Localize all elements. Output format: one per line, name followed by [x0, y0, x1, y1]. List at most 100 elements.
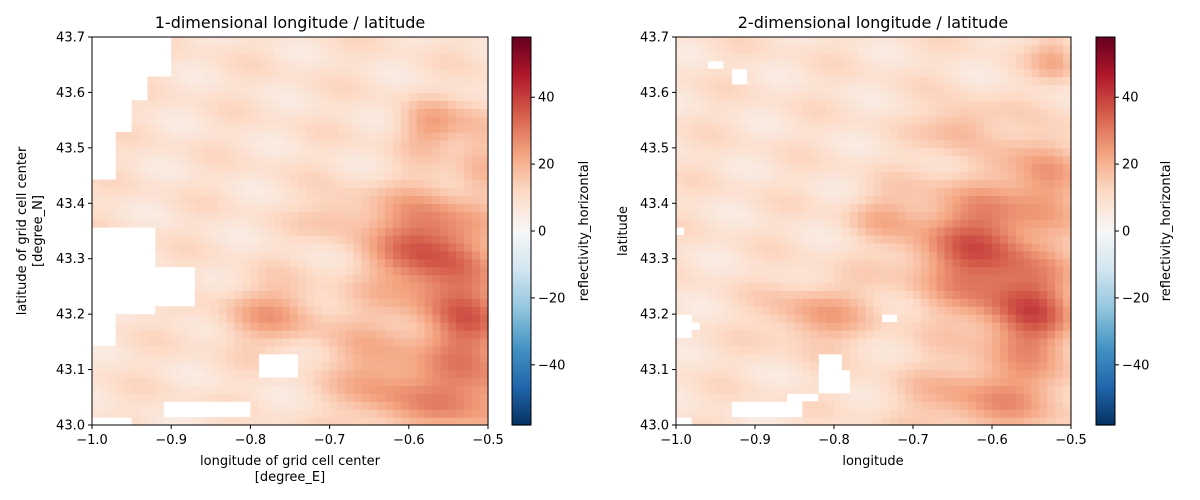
heatmap-cell — [936, 60, 946, 70]
heatmap-cell — [794, 329, 803, 339]
heatmap-cell — [313, 393, 323, 402]
heatmap-cell — [913, 44, 922, 54]
heatmap-cell — [194, 234, 204, 244]
colorbar-segment — [512, 315, 531, 319]
heatmap-cell — [369, 298, 378, 307]
heatmap-cell — [1007, 44, 1017, 54]
heatmap-cell — [755, 211, 764, 220]
heatmap-cell — [928, 155, 938, 165]
heatmap-cell — [472, 60, 481, 70]
heatmap-cell — [456, 37, 465, 46]
heatmap-cell — [250, 306, 259, 315]
heatmap-cell — [999, 361, 1009, 371]
heatmap-cell — [337, 290, 347, 299]
heatmap-cell — [984, 258, 993, 268]
heatmap-cell — [202, 417, 212, 426]
heatmap-cell — [747, 266, 756, 276]
heatmap-cell — [762, 290, 772, 299]
heatmap-cell — [464, 116, 473, 125]
heatmap-cell — [999, 409, 1009, 418]
heatmap-cell — [920, 76, 930, 86]
heatmap-cell — [802, 179, 811, 189]
heatmap-cell — [691, 242, 701, 252]
heatmap-cell — [747, 322, 756, 331]
heatmap-cell — [179, 171, 188, 181]
heatmap-cell — [755, 52, 764, 62]
heatmap-cell — [818, 337, 827, 347]
heatmap-cell — [802, 369, 811, 379]
heatmap-cell — [992, 369, 1001, 379]
heatmap-cell — [408, 306, 418, 315]
heatmap-cell — [139, 409, 149, 418]
heatmap-cell — [818, 171, 827, 181]
colorbar-segment — [1096, 224, 1115, 229]
heatmap-cell — [739, 100, 748, 109]
heatmap-cell — [353, 195, 362, 204]
heatmap-cell — [385, 195, 394, 204]
heatmap-cell — [234, 147, 244, 157]
heatmap-cell — [976, 203, 985, 212]
heatmap-cell — [337, 116, 347, 125]
heatmap-cell — [1055, 44, 1064, 54]
heatmap-cell — [834, 84, 843, 94]
heatmap-cell — [1063, 44, 1072, 54]
heatmap-cell — [163, 306, 172, 315]
heatmap-cell — [999, 322, 1009, 331]
heatmap-cell — [984, 124, 993, 133]
heatmap-cell — [282, 84, 291, 94]
y-tick-label: 43.4 — [640, 197, 669, 212]
x-axis-label-line1-1d: longitude of grid cell center — [200, 454, 381, 469]
heatmap-cell — [385, 401, 394, 410]
heatmap-cell — [440, 306, 449, 315]
heatmap-cell — [747, 377, 756, 387]
heatmap-cell — [266, 329, 275, 339]
heatmap-cell — [115, 361, 125, 371]
heatmap-cell — [353, 108, 362, 117]
heatmap-cell — [944, 393, 954, 402]
heatmap-cell — [818, 76, 827, 86]
heatmap-cell — [913, 306, 922, 315]
heatmap-cell — [770, 211, 780, 220]
heatmap-cell — [194, 219, 204, 228]
heatmap-cell — [480, 322, 489, 331]
heatmap-cell — [1039, 100, 1048, 109]
heatmap-cell — [464, 290, 473, 299]
heatmap-cell — [992, 155, 1001, 165]
heatmap-cell — [385, 100, 394, 109]
heatmap-cell — [250, 298, 259, 307]
heatmap-cell — [802, 60, 811, 70]
heatmap-cell — [936, 337, 946, 347]
x-axis-label-2d: longitude — [842, 454, 903, 469]
heatmap-cell — [345, 409, 354, 418]
heatmap-cell — [187, 337, 196, 347]
heatmap-cell — [739, 314, 748, 323]
heatmap-cell — [218, 139, 228, 149]
heatmap-cell — [786, 163, 796, 173]
heatmap-cell — [242, 60, 251, 70]
heatmap-cell — [794, 211, 803, 220]
heatmap-cell — [920, 385, 930, 394]
heatmap-cell — [755, 139, 764, 149]
heatmap-cell — [683, 84, 693, 94]
heatmap-cell — [440, 393, 449, 402]
heatmap-cell — [865, 68, 875, 78]
heatmap-cell — [1007, 266, 1017, 276]
heatmap-cell — [377, 203, 386, 212]
heatmap-cell — [250, 353, 259, 363]
heatmap-cell — [944, 242, 954, 252]
heatmap-cell — [936, 100, 946, 109]
heatmap-cell — [699, 44, 709, 54]
heatmap-cell — [786, 298, 796, 307]
heatmap-cell — [676, 187, 685, 196]
heatmap-cell — [242, 203, 251, 212]
heatmap-cell — [361, 147, 370, 157]
heatmap-cell — [131, 409, 141, 418]
heatmap-cell — [865, 187, 875, 196]
heatmap-cell — [676, 290, 685, 299]
heatmap-cell — [676, 52, 685, 62]
heatmap-cell — [865, 369, 875, 379]
colorbar-segment — [1096, 260, 1115, 264]
heatmap-cell — [1055, 369, 1064, 379]
heatmap-cell — [408, 266, 418, 276]
heatmap-cell — [218, 377, 228, 387]
